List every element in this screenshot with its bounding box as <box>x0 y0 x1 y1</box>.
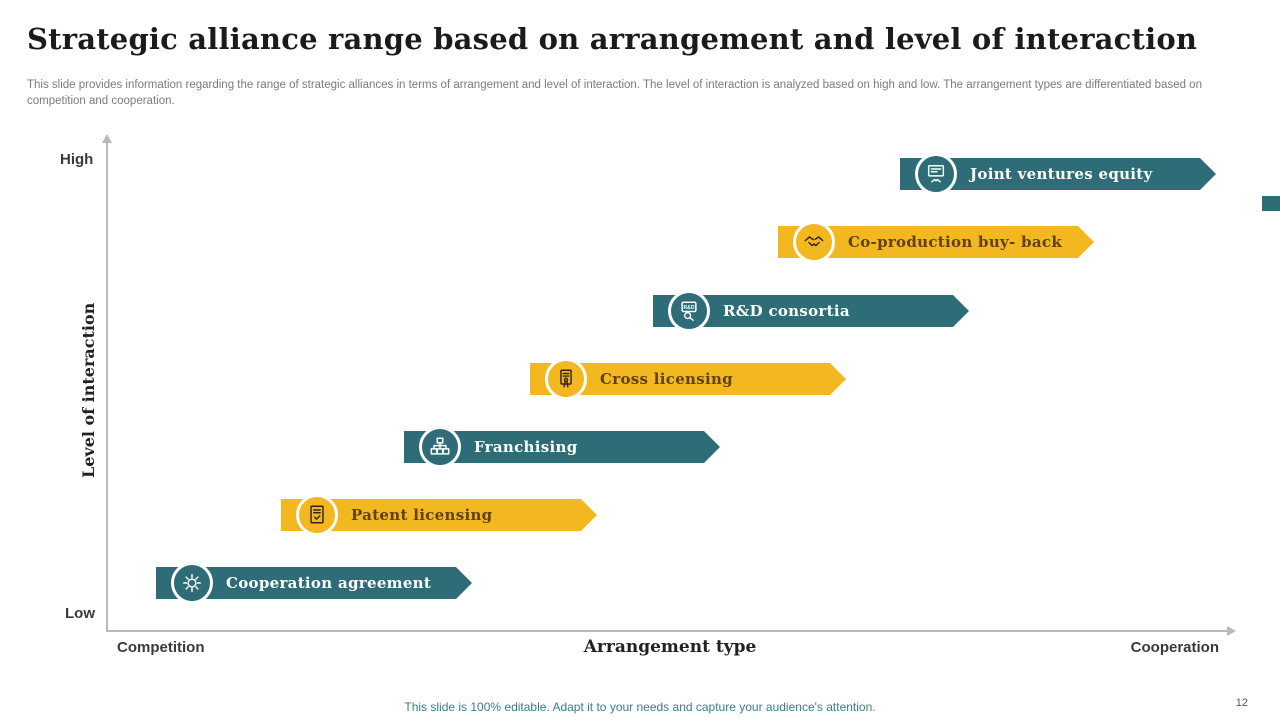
gear-icon <box>171 562 213 604</box>
page-title: Strategic alliance range based on arrang… <box>27 22 1198 56</box>
axis-high-label: High <box>60 151 94 168</box>
y-axis-arrow-icon <box>102 134 112 143</box>
alliance-bar-label: Cross licensing <box>600 370 733 388</box>
alliance-bar-label: Patent licensing <box>351 506 493 524</box>
alliance-bar-franchising: Franchising <box>404 426 720 468</box>
footer-note: This slide is 100% editable. Adapt it to… <box>404 700 876 714</box>
alliance-bar-co-production-buy-back: Co-production buy- back <box>778 221 1094 263</box>
alliance-bar-label: Cooperation agreement <box>226 574 432 592</box>
x-axis-line <box>106 630 1228 632</box>
franchise-network-icon <box>419 426 461 468</box>
slide-subtitle: This slide provides information regardin… <box>27 79 1202 107</box>
alliance-bar-label: R&D consortia <box>723 302 850 320</box>
alliance-bar-rd-consortia: R&D R&D consortia <box>653 290 969 332</box>
axis-competition-label: Competition <box>117 639 205 656</box>
alliance-bar-patent-licensing: Patent licensing <box>281 494 597 536</box>
svg-text:R&D: R&D <box>684 305 695 311</box>
y-axis-title: Level of interaction <box>79 302 98 478</box>
document-handshake-icon <box>915 153 957 195</box>
alliance-bar-label: Co-production buy- back <box>848 233 1063 251</box>
handshake-icon <box>793 221 835 263</box>
rd-magnifier-icon: R&D <box>668 290 710 332</box>
y-axis-line <box>106 142 108 631</box>
alliance-bar-label: Joint ventures equity <box>970 165 1153 183</box>
axis-low-label: Low <box>65 605 95 622</box>
patent-certificate-icon <box>296 494 338 536</box>
alliance-bar-label: Franchising <box>474 438 578 456</box>
alliance-bar-cross-licensing: Cross licensing <box>530 358 846 400</box>
x-axis-title: Arrangement type <box>583 637 757 657</box>
alliance-bar-cooperation-agreement: Cooperation agreement <box>156 562 472 604</box>
alliance-bar-joint-ventures-equity: Joint ventures equity <box>900 153 1216 195</box>
x-axis-arrow-icon <box>1227 626 1236 636</box>
axis-cooperation-label: Cooperation <box>1130 639 1219 656</box>
page-number: 12 <box>1235 697 1248 709</box>
license-document-icon <box>545 358 587 400</box>
slide-edge-accent <box>1262 196 1280 211</box>
